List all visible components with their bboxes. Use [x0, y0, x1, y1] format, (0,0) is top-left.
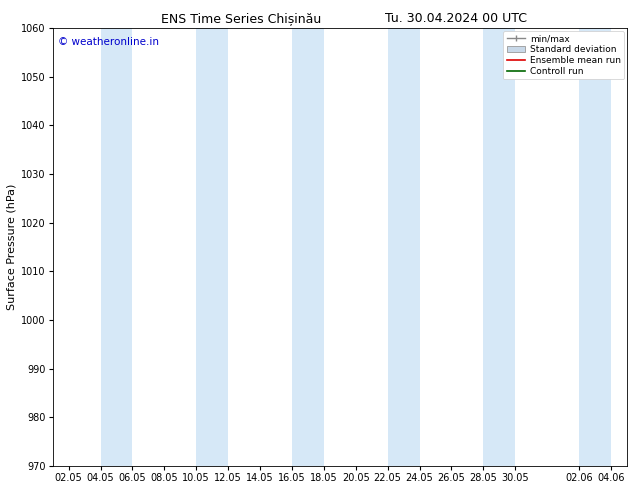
Text: © weatheronline.in: © weatheronline.in [58, 37, 159, 47]
Bar [579, 28, 611, 466]
Bar [101, 28, 133, 466]
Text: Tu. 30.04.2024 00 UTC: Tu. 30.04.2024 00 UTC [385, 12, 527, 25]
Bar [387, 28, 420, 466]
Bar [292, 28, 324, 466]
Legend: min/max, Standard deviation, Ensemble mean run, Controll run: min/max, Standard deviation, Ensemble me… [503, 31, 624, 79]
Text: ENS Time Series Chișinău: ENS Time Series Chișinău [161, 12, 321, 25]
Bar [197, 28, 228, 466]
Bar [483, 28, 515, 466]
Y-axis label: Surface Pressure (hPa): Surface Pressure (hPa) [7, 184, 17, 310]
